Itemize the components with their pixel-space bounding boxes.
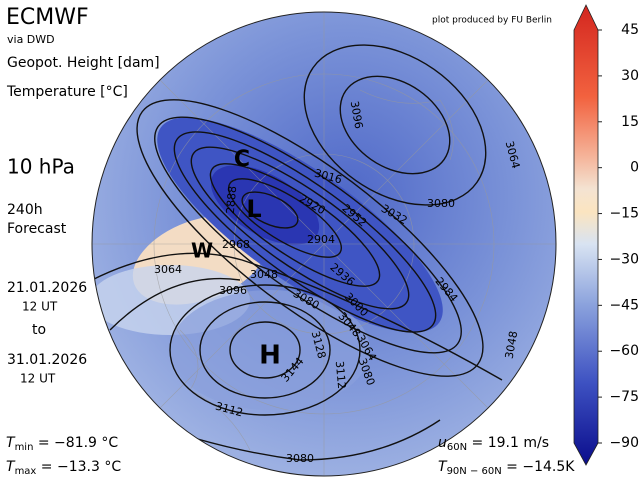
colorbar-tick-label: −45 <box>609 297 639 313</box>
text-part: 90N − 60N <box>447 466 502 477</box>
date: 31.01.2026 <box>7 352 87 368</box>
text-part: = −13.3 °C <box>36 459 121 475</box>
colorbar-tick-label: 15 <box>621 114 639 130</box>
text-part: u <box>438 435 447 451</box>
contour-label: 2888 <box>224 185 239 214</box>
marker: L <box>246 195 261 223</box>
colorbar-tick-label: −60 <box>609 343 639 359</box>
contour-label: 3112 <box>333 360 348 389</box>
lead: 240h <box>7 202 43 218</box>
text-part: = −14.5K <box>502 459 576 475</box>
text-part: 60N <box>447 442 467 453</box>
title: ECMWF <box>6 5 89 30</box>
text-part: T <box>6 435 16 451</box>
colorbar-tick-label: −15 <box>609 206 639 222</box>
colorbar: 45 30 15 0 −15 −30 −45 −60 −75 −90 <box>573 4 639 466</box>
stat: Tmax = −13.3 °C <box>6 459 121 477</box>
contour-label: 3080 <box>427 197 455 210</box>
time: 12 UT <box>20 372 56 386</box>
text-part: T <box>438 459 448 475</box>
contour-label: 2968 <box>222 238 250 251</box>
colorbar-tick-label: −75 <box>609 389 639 405</box>
contour-label: 3048 <box>250 268 278 281</box>
marker: H <box>259 341 281 371</box>
time: 12 UT <box>22 300 58 314</box>
colorbar-tick-label: −30 <box>609 251 639 267</box>
contour-label: 3064 <box>154 263 182 276</box>
contour-label: 3048 <box>503 330 521 360</box>
text-part: T <box>6 459 16 475</box>
colorbar-tick-label: 0 <box>630 160 639 176</box>
markers: C L W H <box>191 147 281 371</box>
date: 21.01.2026 <box>7 280 87 296</box>
stat: Tmin = −81.9 °C <box>6 435 118 453</box>
source: via DWD <box>7 33 55 46</box>
to: to <box>32 322 46 338</box>
credit: plot produced by FU Berlin <box>432 16 552 26</box>
text-part: = −81.9 °C <box>33 435 118 451</box>
colorbar-tick-label: 45 <box>621 22 639 38</box>
stat: u60N = 19.1 m/s <box>438 435 549 453</box>
level: 10 hPa <box>7 155 75 179</box>
colorbar-tick-label: −90 <box>609 435 639 451</box>
contour-label: 2904 <box>307 233 335 246</box>
marker: C <box>234 147 250 172</box>
map-disc <box>92 12 556 476</box>
marker: W <box>191 239 213 263</box>
text-part: = 19.1 m/s <box>467 435 549 451</box>
field: Temperature [°C] <box>6 84 128 100</box>
field: Geopot. Height [dam] <box>7 55 160 71</box>
stat: T90N − 60N = −14.5K <box>438 459 575 477</box>
contour-label: 3096 <box>348 100 366 130</box>
contour-label: 3080 <box>286 452 314 465</box>
colorbar-tick-label: 30 <box>621 68 639 84</box>
text-part: max <box>15 466 37 477</box>
kind: Forecast <box>7 221 67 237</box>
text-part: min <box>15 442 34 453</box>
contour-label: 3096 <box>219 284 247 297</box>
